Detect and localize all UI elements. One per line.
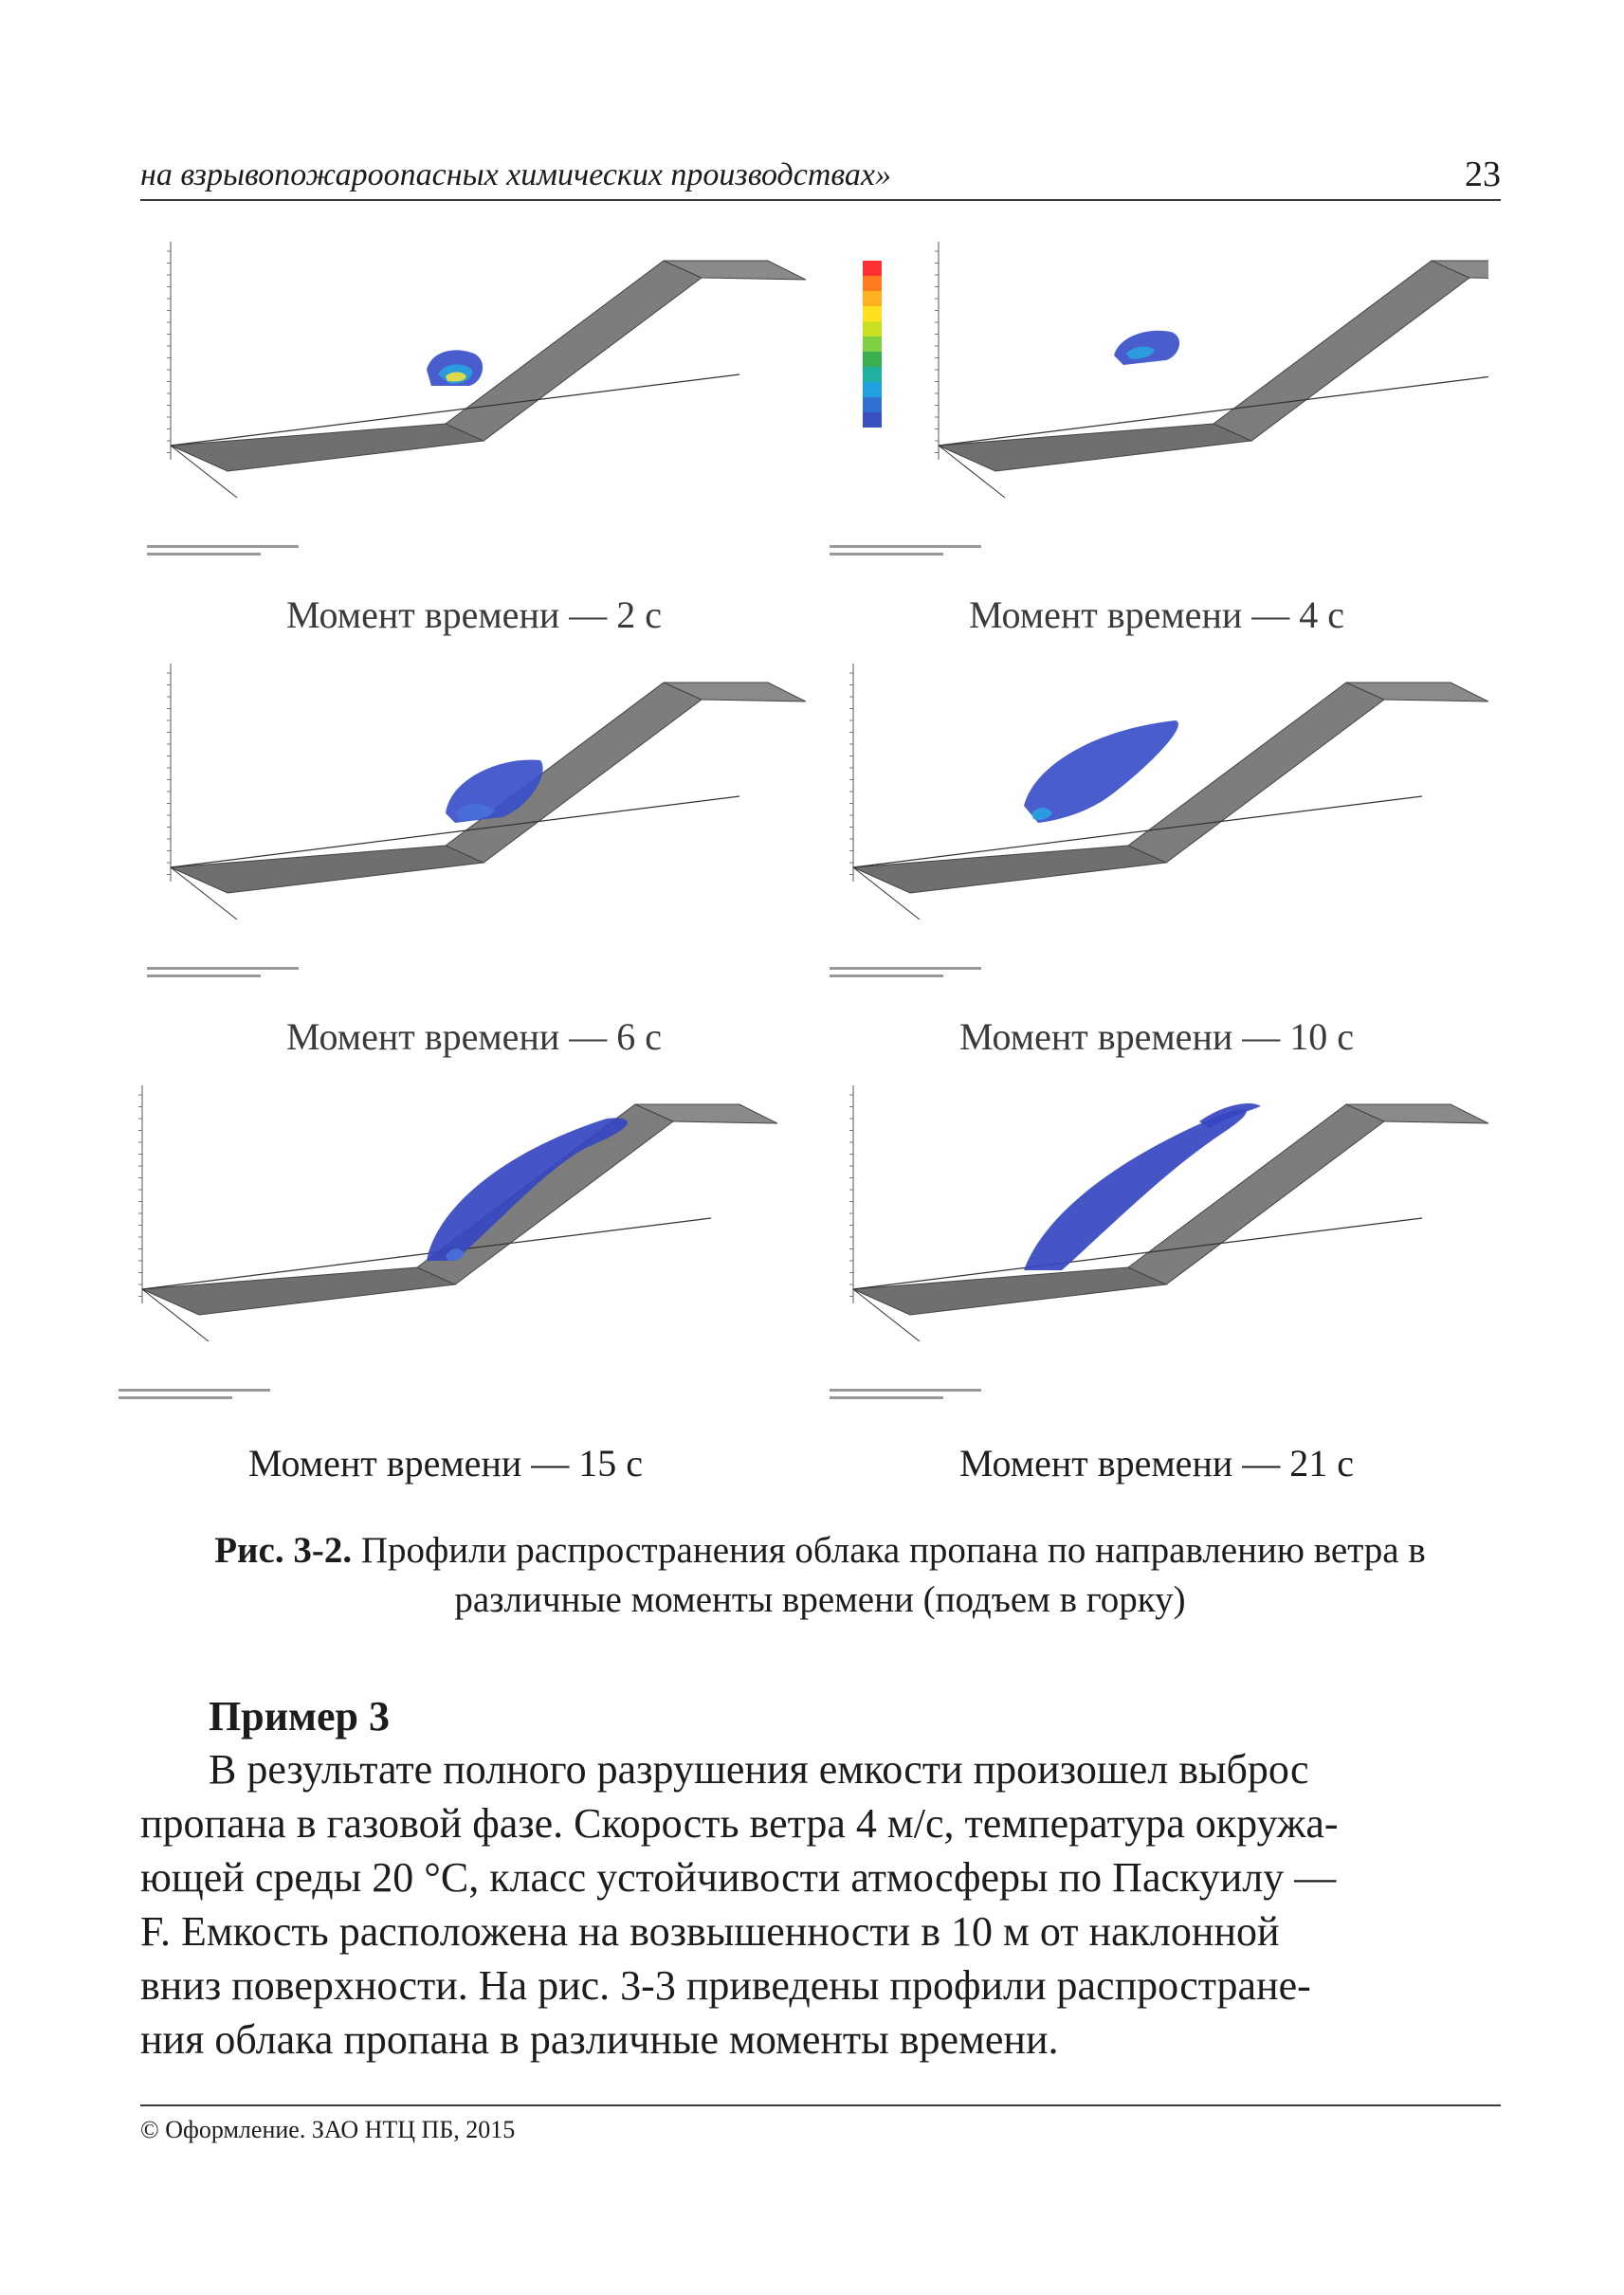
colorbar-swatch xyxy=(863,397,882,412)
terrain-flat xyxy=(171,846,484,893)
example-paragraph: В результате полного разрушения емкости … xyxy=(140,1742,1501,2067)
figure-panel-21s: Момент времени — 21 с xyxy=(825,1066,1488,1474)
colorbar-swatch xyxy=(863,291,882,306)
gas-cloud xyxy=(427,350,483,386)
colorbar-swatch xyxy=(863,352,882,367)
page-number: 23 xyxy=(1465,154,1501,195)
simulation-plot xyxy=(142,645,806,1010)
paragraph-line: ющей среды 20 °С, класс устойчивости атм… xyxy=(140,1850,1501,1904)
simulation-plot xyxy=(114,1066,777,1431)
figure-panel-10s: Момент времени — 10 с xyxy=(825,645,1488,1052)
terrain-slope xyxy=(1128,1104,1384,1284)
terrain-flat xyxy=(142,1267,455,1315)
running-header-title: на взрывопожароопасных химических произв… xyxy=(140,157,891,193)
figure-panel-6s: Момент времени — 6 с xyxy=(142,645,806,1052)
figure-panel-caption: Момент времени — 4 с xyxy=(825,592,1488,637)
colorbar-swatch xyxy=(863,337,882,352)
gas-cloud xyxy=(1024,1103,1261,1270)
figure-panel-2s: Момент времени — 2 с xyxy=(142,223,806,630)
plot-info-lines xyxy=(147,545,299,556)
gas-cloud xyxy=(1114,331,1179,365)
figure-panel-caption: Момент времени — 10 с xyxy=(825,1014,1488,1059)
colorbar-swatch xyxy=(863,276,882,291)
paragraph-line: F. Емкость расположена на возвышенности … xyxy=(140,1904,1501,1958)
paragraph-line: пропана в газовой фазе. Скорость ветра 4… xyxy=(140,1796,1501,1850)
example-heading: Пример 3 xyxy=(209,1692,390,1740)
simulation-plot xyxy=(825,223,1488,588)
paragraph-line: вниз поверхности. На рис. 3-3 приведены … xyxy=(140,1958,1501,2013)
terrain-flat xyxy=(939,424,1251,471)
figure-panel-4s: Момент времени — 4 с xyxy=(825,223,1488,630)
terrain-flat xyxy=(853,1267,1166,1315)
colorbar-swatch xyxy=(863,261,882,276)
figure-panel-15s: Момент времени — 15 с xyxy=(114,1066,777,1474)
figure-caption-text: Профили распространения облака пропана п… xyxy=(361,1530,1426,1620)
plot-info-lines xyxy=(119,1389,270,1399)
gas-cloud xyxy=(427,1118,628,1261)
colorbar-swatch xyxy=(863,412,882,428)
figure-caption-label: Рис. 3-2. xyxy=(214,1530,352,1571)
simulation-plot xyxy=(825,1066,1488,1431)
page-footer: © Оформление. ЗАО НТЦ ПБ, 2015 xyxy=(140,2116,515,2144)
colorbar-swatch xyxy=(863,367,882,382)
gas-cloud xyxy=(1024,720,1178,823)
terrain-slope xyxy=(1128,683,1384,863)
colorbar-swatch xyxy=(863,321,882,337)
footer-rule xyxy=(140,2104,1501,2106)
gas-cloud-region xyxy=(427,1118,628,1261)
terrain-slope xyxy=(1213,261,1469,441)
terrain-flat xyxy=(171,424,484,471)
plot-info-lines xyxy=(830,967,981,977)
gas-cloud-region xyxy=(1024,720,1178,823)
terrain-flat xyxy=(853,846,1166,893)
colorbar-swatch xyxy=(863,306,882,321)
running-header: на взрывопожароопасных химических произв… xyxy=(140,152,1501,201)
simulation-plot xyxy=(825,645,1488,1010)
plot-info-lines xyxy=(830,1389,981,1399)
plot-info-lines xyxy=(147,967,299,977)
figure-panel-caption: Момент времени — 6 с xyxy=(142,1014,806,1059)
terrain-slope xyxy=(446,261,702,441)
figure-panel-caption: Момент времени — 2 с xyxy=(142,592,806,637)
figure-caption: Рис. 3-2. Профили распространения облака… xyxy=(133,1526,1507,1625)
paragraph-line: В результате полного разрушения емкости … xyxy=(140,1742,1501,1796)
figure-panel-caption: Момент времени — 15 с xyxy=(114,1441,777,1485)
figure-panel-caption: Момент времени — 21 с xyxy=(825,1441,1488,1485)
paragraph-line: ния облака пропана в различные моменты в… xyxy=(140,2013,1501,2067)
plot-info-lines xyxy=(830,545,981,556)
colorbar-swatch xyxy=(863,382,882,397)
simulation-plot xyxy=(142,223,806,588)
